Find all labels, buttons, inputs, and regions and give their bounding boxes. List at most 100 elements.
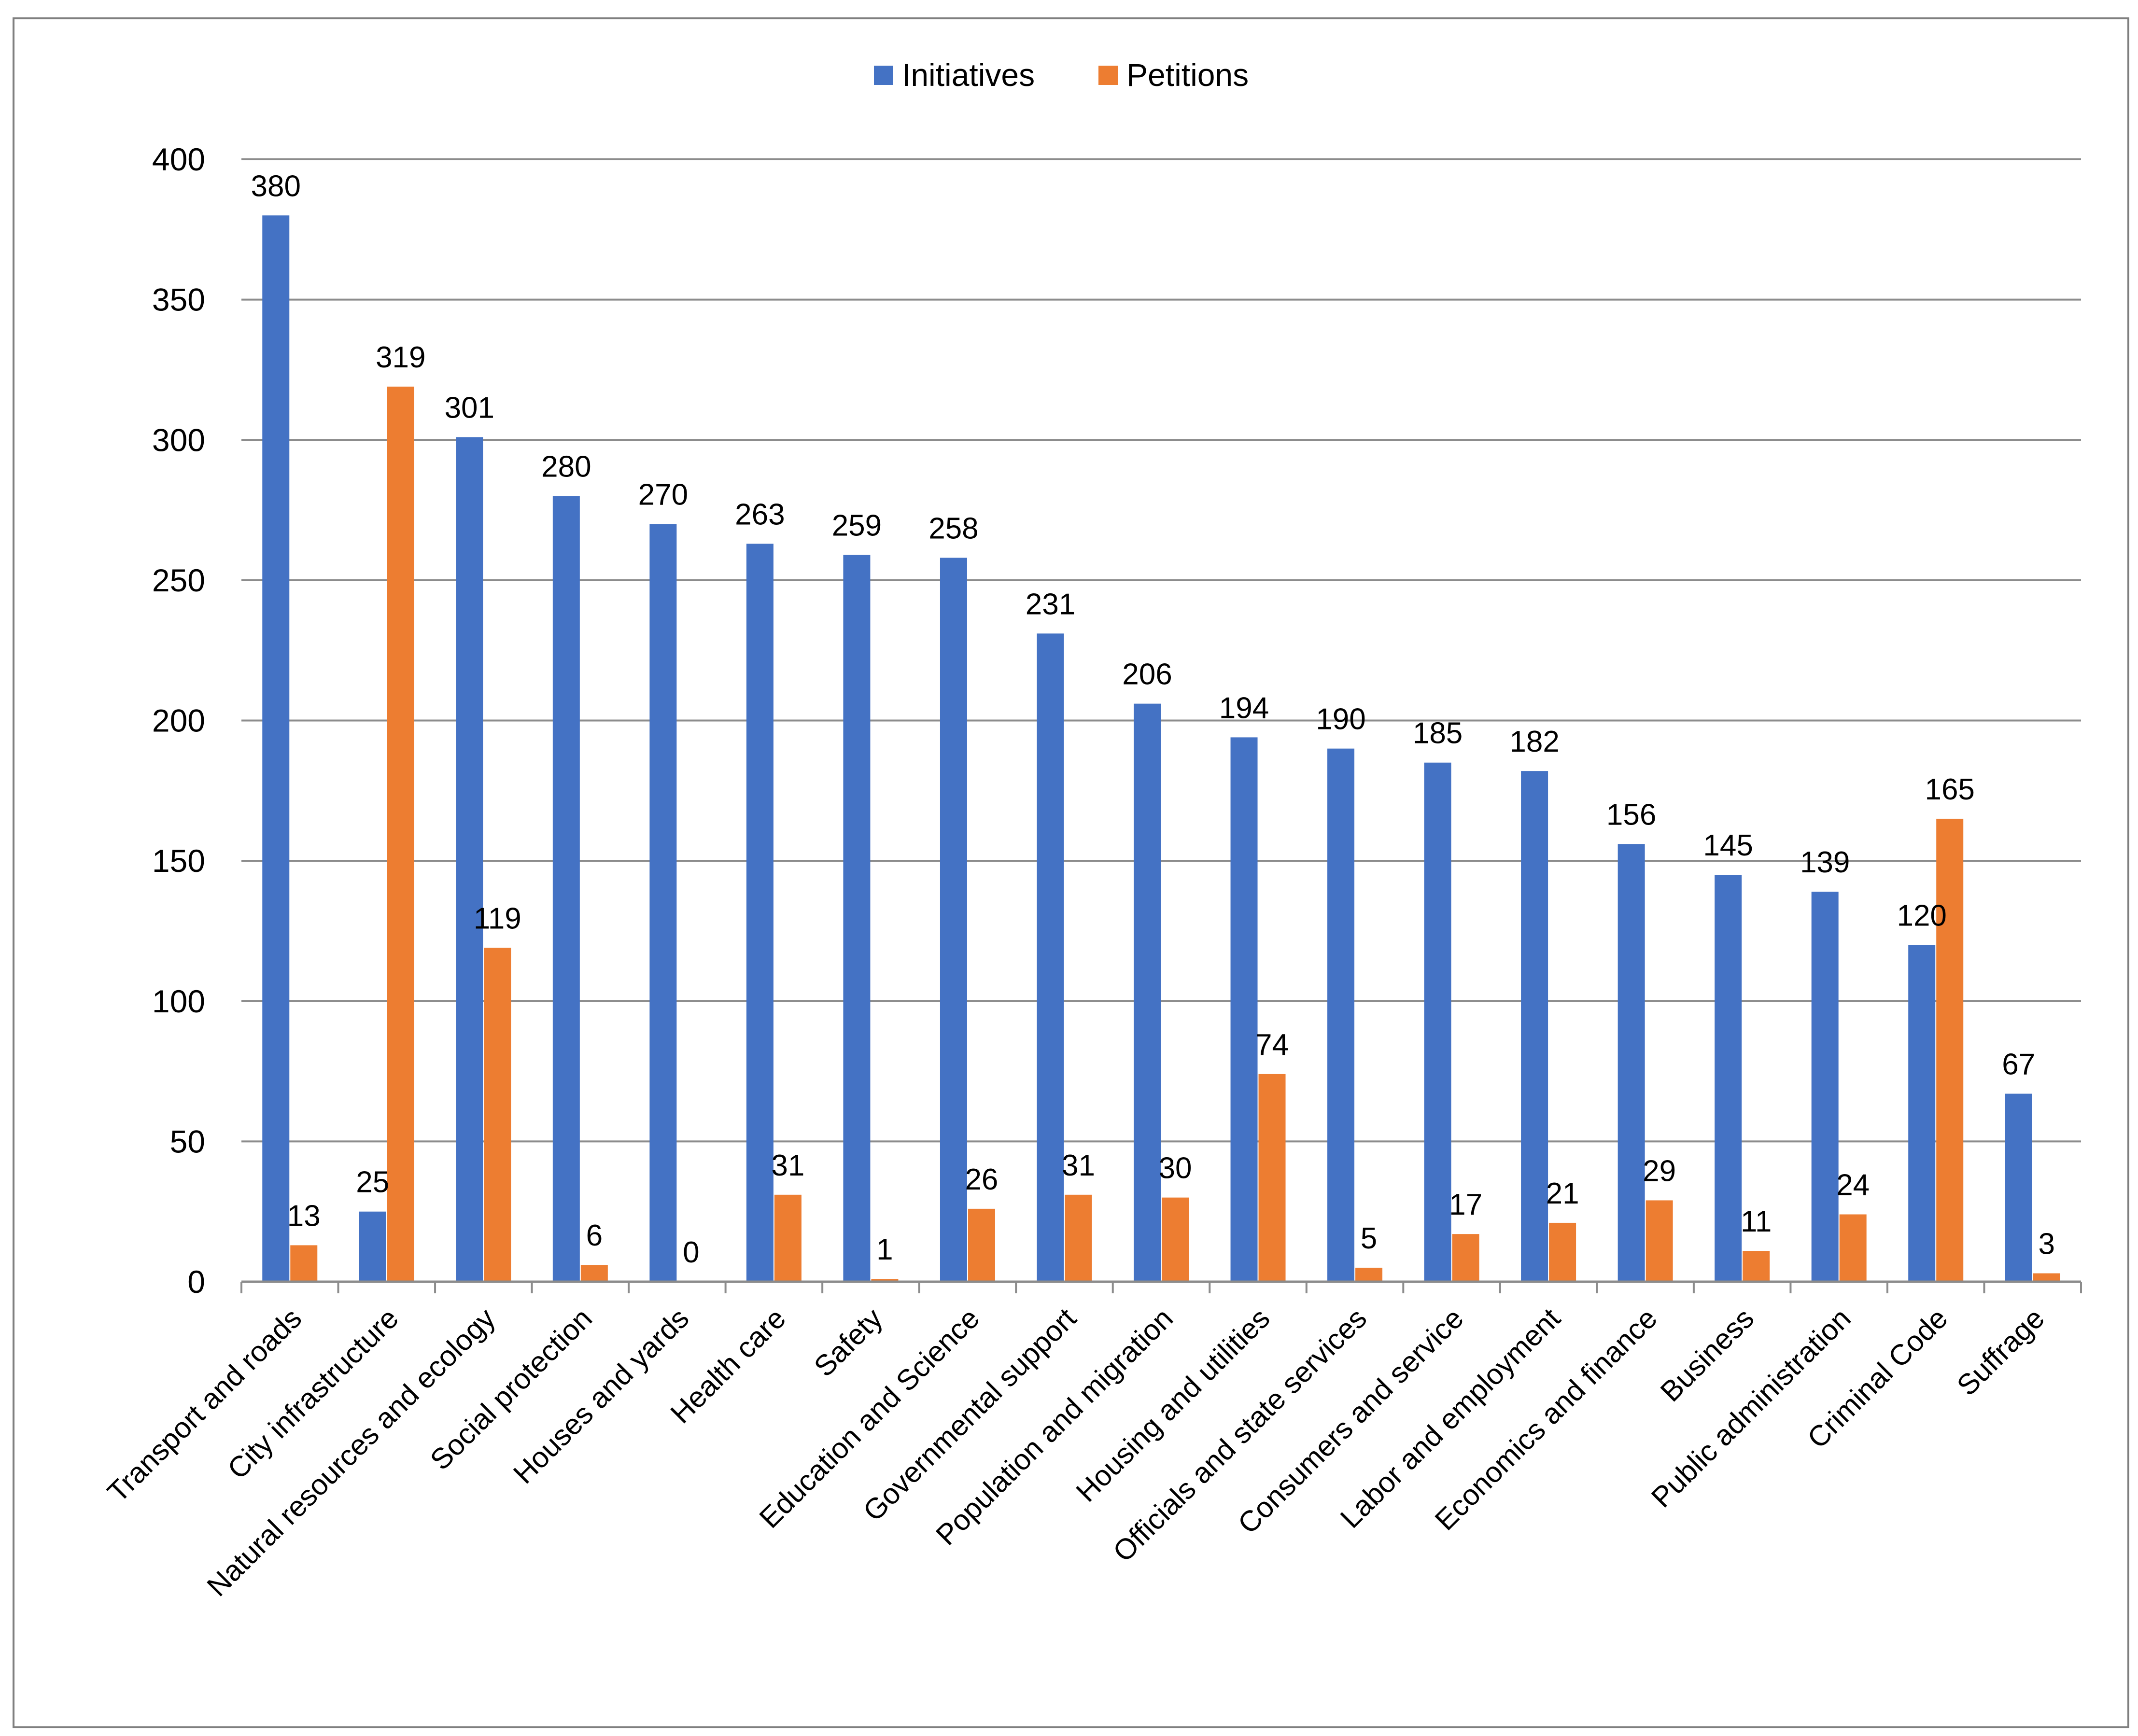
bar-petitions [774,1194,802,1282]
data-label-petitions: 119 [474,902,521,935]
data-label-initiatives: 263 [735,498,785,531]
x-category-label: Houses and yards [507,1302,695,1490]
data-label-initiatives: 145 [1703,829,1753,862]
bar-initiatives [262,215,290,1282]
bar-petitions [1258,1074,1286,1282]
bar-initiatives [1521,771,1548,1282]
bar-initiatives [940,558,967,1282]
bar-petitions [1646,1200,1673,1282]
bar-petitions [1936,818,1964,1282]
bar-petitions [1065,1194,1092,1282]
data-label-petitions: 13 [287,1199,321,1232]
x-category-label: Safety [808,1302,889,1383]
data-label-initiatives: 139 [1800,846,1850,879]
bar-initiatives [1715,875,1742,1282]
data-label-initiatives: 185 [1413,717,1463,750]
y-tick-label: 150 [152,843,205,879]
bar-initiatives [649,524,677,1282]
data-label-petitions: 6 [586,1219,603,1252]
data-label-initiatives: 380 [251,169,301,203]
bar-initiatives [456,437,483,1282]
bar-initiatives [2005,1093,2032,1282]
y-axis-ticks: 0 50 100 150 200 250 300 350 400 [152,141,205,1300]
legend-label-initiatives: Initiatives [902,57,1035,93]
data-label-petitions: 31 [1062,1149,1095,1182]
y-tick-label: 100 [152,983,205,1019]
bar-petitions [1549,1222,1576,1282]
x-category-label: City infrastructure [221,1302,405,1485]
bar-petitions [387,386,414,1282]
data-label-initiatives: 182 [1509,725,1559,758]
y-tick-label: 200 [152,703,205,739]
bar-initiatives [552,496,580,1282]
data-label-initiatives: 25 [356,1166,389,1199]
x-category-label: Housing and utilities [1070,1302,1276,1508]
legend-swatch-petitions [1098,66,1118,85]
data-label-petitions: 26 [965,1163,998,1196]
data-label-initiatives: 270 [638,478,688,512]
data-label-initiatives: 194 [1219,691,1269,725]
data-labels: 380 13 25 319 301 119 280 6 270 0 263 31 259 1 258 26 23… [251,169,2055,1269]
bar-petitions [2033,1273,2060,1282]
bar-initiatives [1618,844,1645,1282]
data-label-initiatives: 206 [1122,658,1172,691]
data-label-initiatives: 67 [2002,1048,2035,1081]
data-label-initiatives: 280 [541,450,591,484]
data-label-petitions: 29 [1643,1154,1676,1188]
data-label-initiatives: 190 [1316,703,1365,736]
data-label-petitions: 319 [376,341,425,374]
x-category-label: Suffrage [1951,1302,2051,1402]
legend-label-petitions: Petitions [1126,57,1249,93]
bar-initiatives [843,555,871,1282]
data-label-petitions: 30 [1159,1152,1192,1185]
gridlines [241,158,2081,1143]
data-label-petitions: 165 [1925,773,1974,806]
data-label-initiatives: 156 [1606,798,1656,831]
chart-frame [13,17,2129,1728]
bar-petitions [1162,1197,1189,1282]
bar-petitions [580,1265,608,1282]
bar-initiatives [1134,703,1161,1282]
data-label-initiatives: 301 [445,391,494,424]
data-label-initiatives: 258 [928,512,978,545]
bar-petitions [484,948,511,1282]
y-tick-label: 0 [187,1264,205,1300]
bar-initiatives [1230,737,1258,1282]
legend: Initiatives Petitions [874,57,1249,93]
y-tick-label: 50 [170,1123,205,1159]
data-label-initiatives: 259 [832,509,882,543]
x-category-label: Transport and roads [101,1302,308,1509]
bar-initiatives [1327,748,1355,1282]
data-label-initiatives: 231 [1026,588,1075,621]
data-label-petitions: 17 [1449,1188,1482,1221]
bar-initiatives [359,1211,386,1282]
data-label-petitions: 5 [1361,1222,1377,1255]
bar-petitions [968,1208,995,1282]
x-category-label: Social protection [424,1302,598,1476]
bar-petitions [871,1279,899,1282]
y-tick-label: 250 [152,562,205,598]
bar-petitions [1839,1214,1867,1282]
bar-initiatives [1908,945,1936,1282]
data-label-initiatives: 120 [1897,899,1946,933]
y-tick-label: 300 [152,422,205,458]
data-label-petitions: 11 [1741,1205,1772,1238]
bar-initiatives [746,544,774,1282]
bar-initiatives [1811,892,1839,1282]
bar-petitions [1743,1251,1770,1282]
bar-petitions [1355,1267,1383,1282]
bar-initiatives [1037,633,1064,1282]
data-label-petitions: 0 [683,1236,699,1269]
y-tick-label: 350 [152,282,205,318]
legend-swatch-initiatives [874,66,893,85]
bars [262,215,2060,1282]
data-label-petitions: 3 [2038,1228,2054,1261]
y-tick-label: 400 [152,141,205,177]
data-label-petitions: 24 [1836,1169,1870,1202]
bar-initiatives [1424,762,1451,1282]
data-label-petitions: 31 [771,1149,804,1182]
data-label-petitions: 1 [876,1233,893,1266]
bar-petitions [1452,1234,1479,1282]
